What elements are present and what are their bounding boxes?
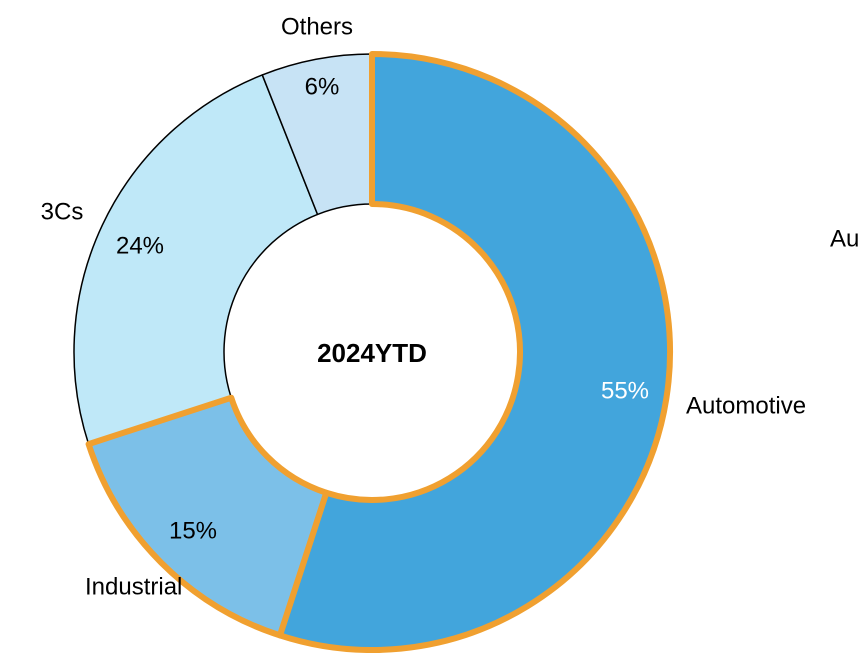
category-label: Automotive (686, 392, 806, 419)
annotation: Au (830, 225, 859, 252)
category-label: 3Cs (41, 198, 84, 225)
value-label: 15% (169, 517, 217, 544)
category-label: Others (281, 13, 353, 40)
slice (73, 74, 319, 445)
value-label: 24% (116, 232, 164, 259)
center-label: 2024YTD (317, 338, 427, 368)
category-label: Industrial (85, 573, 182, 600)
value-label: 55% (601, 377, 649, 404)
value-label: 6% (305, 73, 340, 100)
slice (85, 394, 330, 639)
slice (276, 51, 673, 653)
slices (73, 51, 673, 653)
